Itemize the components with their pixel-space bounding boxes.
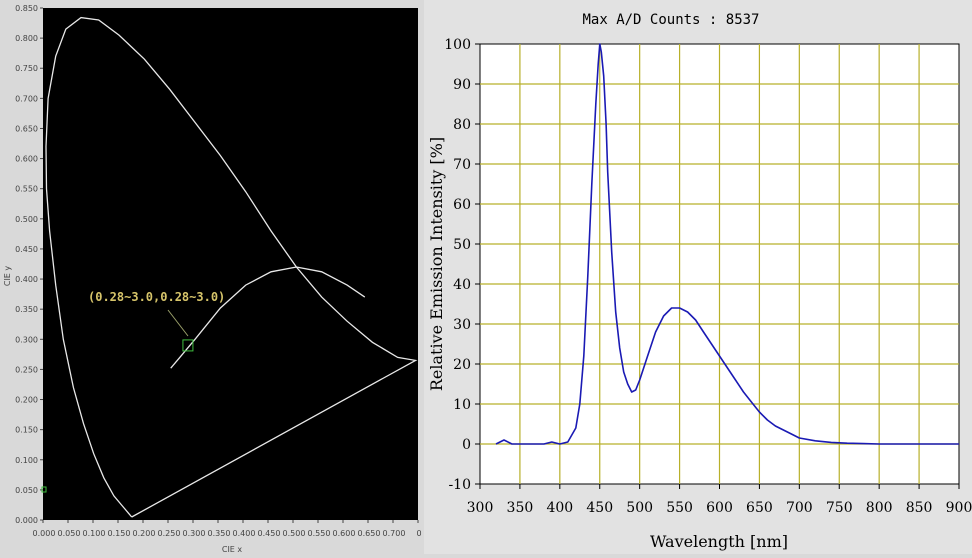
spectrum-chart-panel: 300 350 400 450 500 550 600 650 700 750 800 850 900 1… [424,0,972,554]
spectrum-title: Max A/D Counts : 8537 [582,12,759,28]
cie-x-tick-label: 0.550 [308,529,331,538]
cie-chart-panel: 0.000 0.050 0.100 0.150 0.200 0.250 0.300 0.350… [0,0,424,554]
spectrum-x-tick-label: 350 [507,500,534,516]
spectrum-x-tick-label: 800 [866,500,893,516]
cie-x-tick-label: 0.400 [233,529,256,538]
spectrum-x-tick-label: 500 [626,500,653,516]
cie-x-tick-label: 0.000 [33,529,56,538]
spectrum-y-tick-label: 40 [453,277,471,293]
spectrum-y-tick-label: 80 [453,117,471,133]
spectrum-y-tick-label: 70 [453,157,471,173]
cie-y-axis-label: CIE y [3,266,12,287]
spectrum-chart: 300 350 400 450 500 550 600 650 700 750 800 850 9001… [427,12,972,551]
spectrum-y-tick-label: 50 [453,237,471,253]
spectrum-x-tick-label: 750 [826,500,853,516]
cie-x-tick-label: 0.300 [183,529,206,538]
cie-x-tick-label: 0.450 [258,529,281,538]
cie-y-tick-label: 0.650 [15,124,38,133]
cie-x-tick-label: 0.050 [58,529,81,538]
cie-x-tick-label: 0 [416,529,421,538]
cie-x-tick-label: 0.200 [133,529,156,538]
cie-x-tick-label: 0.700 [383,529,406,538]
spectrum-y-tick-label: 90 [453,77,471,93]
cie-y-tick-label: 0.300 [15,335,38,344]
spectrum-x-tick-label: 850 [906,500,933,516]
spectrum-x-tick-label: 300 [467,500,494,516]
spectrum-x-axis-label: Wavelength [nm] [650,532,788,551]
cie-x-tick-label: 0.350 [208,529,231,538]
spectrum-y-axis-label: Relative Emission Intensity [%] [427,137,446,391]
cie-x-tick-label: 0.600 [333,529,356,538]
chromaticity-annotation: (0.28~3.0,0.28~3.0) [88,290,225,304]
spectrum-x-tick-label: 550 [666,500,693,516]
origin-marker [41,486,47,493]
cie-y-tick-label: 0.350 [15,305,38,314]
emission-spectrum-line [495,43,959,445]
cie-x-tick-label: 0.250 [158,529,181,538]
cie-y-tick-label: 0.100 [15,456,38,465]
spectral-locus-line [45,16,418,518]
cie-y-tick-label: 0.800 [15,34,38,43]
cie-y-tick-label: 0.700 [15,94,38,103]
cie-y-tick-label: 0.200 [15,396,38,405]
planckian-locus-line [170,266,366,369]
cie-y-tick-label: 0.150 [15,426,38,435]
spectrum-x-tick-label: 650 [746,500,773,516]
spectrum-x-tick-label: 450 [586,500,613,516]
cie-y-tick-label: 0.500 [15,215,38,224]
spectrum-x-tick-label: 700 [786,500,813,516]
cie-y-tick-label: 0.750 [15,64,38,73]
annotation-leader-line [167,309,189,337]
cie-y-tick-label: 0.250 [15,365,38,374]
cie-y-tick-label: 0.850 [15,4,38,13]
cie-y-tick-label: 0.050 [15,486,38,495]
cie-x-tick-label: 0.650 [358,529,381,538]
cie-y-tick-label: 0.600 [15,155,38,164]
spectrum-x-tick-label: 400 [546,500,573,516]
spectrum-x-tick-label: 900 [946,500,972,516]
spectrum-x-tick-label: 600 [706,500,733,516]
spectrum-y-tick-label: -10 [448,477,471,493]
cie-y-tick-label: 0.000 [15,516,38,525]
spectrum-y-tick-label: 0 [462,437,471,453]
cie-x-tick-label: 0.500 [283,529,306,538]
cie-x-tick-label: 0.150 [108,529,131,538]
cie-y-tick-label: 0.450 [15,245,38,254]
cie-chart: 0.000 0.050 0.100 0.150 0.200 0.250 0.300 0.350… [3,4,422,554]
cie-plot-area [43,8,418,520]
spectrum-y-tick-label: 100 [444,37,471,53]
cie-x-tick-label: 0.100 [83,529,106,538]
spectrum-y-tick-label: 30 [453,317,471,333]
cie-x-axis-label: CIE x [222,545,243,554]
spectrum-y-tick-label: 10 [453,397,471,413]
spectrum-y-tick-label: 20 [453,357,471,373]
spectrum-y-tick-label: 60 [453,197,471,213]
cie-y-tick-label: 0.400 [15,275,38,284]
cie-y-tick-label: 0.550 [15,185,38,194]
chromaticity-point-marker [182,339,194,352]
